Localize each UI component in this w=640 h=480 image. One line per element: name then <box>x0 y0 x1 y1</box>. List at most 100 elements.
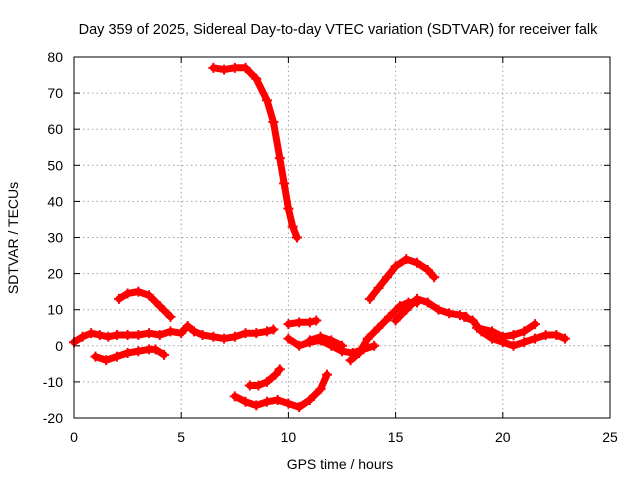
data-point-marker <box>240 328 251 339</box>
axes: 0 5 10 15 20 25 -20 -10 0 10 20 30 40 50 60 70 80 <box>43 49 618 445</box>
series-line <box>306 333 346 350</box>
y-tick-label: 50 <box>47 157 63 173</box>
data-point-marker <box>122 288 133 299</box>
data-point-marker <box>412 257 423 268</box>
data-point-marker <box>114 293 125 304</box>
data-point-marker <box>294 340 305 351</box>
grid-lines <box>74 57 610 418</box>
data-point-marker <box>283 203 294 214</box>
data-point-marker <box>208 62 219 73</box>
data-point-marker <box>304 335 315 346</box>
data-point-marker <box>101 355 112 366</box>
data-point-marker <box>150 344 161 355</box>
data-point-marker <box>103 331 114 342</box>
data-point-marker <box>291 232 302 243</box>
data-point-marker <box>244 380 255 391</box>
data-point-marker <box>189 326 200 337</box>
data-point-marker <box>133 346 144 357</box>
data-point-marker <box>208 331 219 342</box>
data-point-marker <box>412 293 423 304</box>
data-point-marker <box>519 337 530 348</box>
data-point-marker <box>304 317 315 328</box>
data-point-marker <box>274 364 285 375</box>
series-track-low <box>229 369 332 413</box>
data-point-marker <box>279 178 290 189</box>
data-point-marker <box>321 369 332 380</box>
data-point-marker <box>315 331 326 342</box>
data-point-marker <box>529 319 540 330</box>
data-point-marker <box>326 335 337 346</box>
data-point-marker <box>401 254 412 265</box>
y-tick-label: 40 <box>47 193 63 209</box>
series-line <box>366 255 438 303</box>
data-point-marker <box>394 301 405 312</box>
data-point-marker <box>240 396 251 407</box>
data-point-marker <box>422 264 433 275</box>
data-point-marker <box>90 351 101 362</box>
data-point-marker <box>459 311 470 322</box>
data-point-marker <box>274 153 285 164</box>
data-point-marker <box>94 329 105 340</box>
data-point-marker <box>497 331 508 342</box>
data-point-marker <box>373 322 384 333</box>
data-point-marker <box>559 333 570 344</box>
data-point-marker <box>529 333 540 344</box>
data-point-marker <box>304 394 315 405</box>
data-point-marker <box>369 340 380 351</box>
data-point-marker <box>540 329 551 340</box>
series-track-midday-hump <box>304 331 347 351</box>
series-track-morning-dip <box>90 344 170 366</box>
data-point-marker <box>311 315 322 326</box>
data-point-marker <box>384 311 395 322</box>
data-point-marker <box>133 329 144 340</box>
series-track-morning-hump <box>114 286 176 322</box>
data-point-marker <box>251 328 262 339</box>
y-tick-label: 20 <box>47 266 63 282</box>
data-point-marker <box>519 326 530 337</box>
data-point-marker <box>159 349 170 360</box>
data-point-marker <box>508 340 519 351</box>
y-tick-label: 30 <box>47 230 63 246</box>
data-point-marker <box>272 394 283 405</box>
data-point-marker <box>182 320 193 331</box>
data-point-marker <box>154 329 165 340</box>
y-tick-label: 10 <box>47 302 63 318</box>
x-tick-label: 25 <box>602 429 618 445</box>
series-track-short-neg <box>244 364 285 391</box>
data-point-marker <box>382 272 393 283</box>
y-tick-label: -10 <box>43 374 63 390</box>
data-point-marker <box>122 329 133 340</box>
data-point-marker <box>154 301 165 312</box>
data-point-marker <box>111 329 122 340</box>
series-track-afternoon-rise <box>345 297 423 366</box>
data-point-marker <box>268 324 279 335</box>
data-point-marker <box>268 116 279 127</box>
data-point-marker <box>467 315 478 326</box>
data-point-marker <box>229 391 240 402</box>
data-point-marker <box>345 355 356 366</box>
data-point-marker <box>197 329 208 340</box>
series-track-afternoon-crest <box>390 293 472 326</box>
data-point-marker <box>253 380 264 391</box>
data-point-marker <box>111 351 122 362</box>
data-point-marker <box>229 62 240 73</box>
data-point-marker <box>219 333 230 344</box>
data-point-marker <box>283 319 294 330</box>
data-point-marker <box>287 221 298 232</box>
data-point-marker <box>354 348 365 359</box>
data-point-marker <box>77 331 88 342</box>
data-point-marker <box>390 261 401 272</box>
data-point-marker <box>373 283 384 294</box>
data-point-marker <box>144 328 155 339</box>
data-point-marker <box>337 340 347 351</box>
y-tick-label: 0 <box>55 338 63 354</box>
data-point-marker <box>240 62 251 73</box>
y-tick-label: 70 <box>47 85 63 101</box>
data-point-marker <box>315 384 326 395</box>
data-point-marker <box>551 329 562 340</box>
data-point-marker <box>165 311 176 322</box>
data-series <box>69 62 570 413</box>
y-tick-label: 80 <box>47 49 63 65</box>
data-point-marker <box>261 376 272 387</box>
